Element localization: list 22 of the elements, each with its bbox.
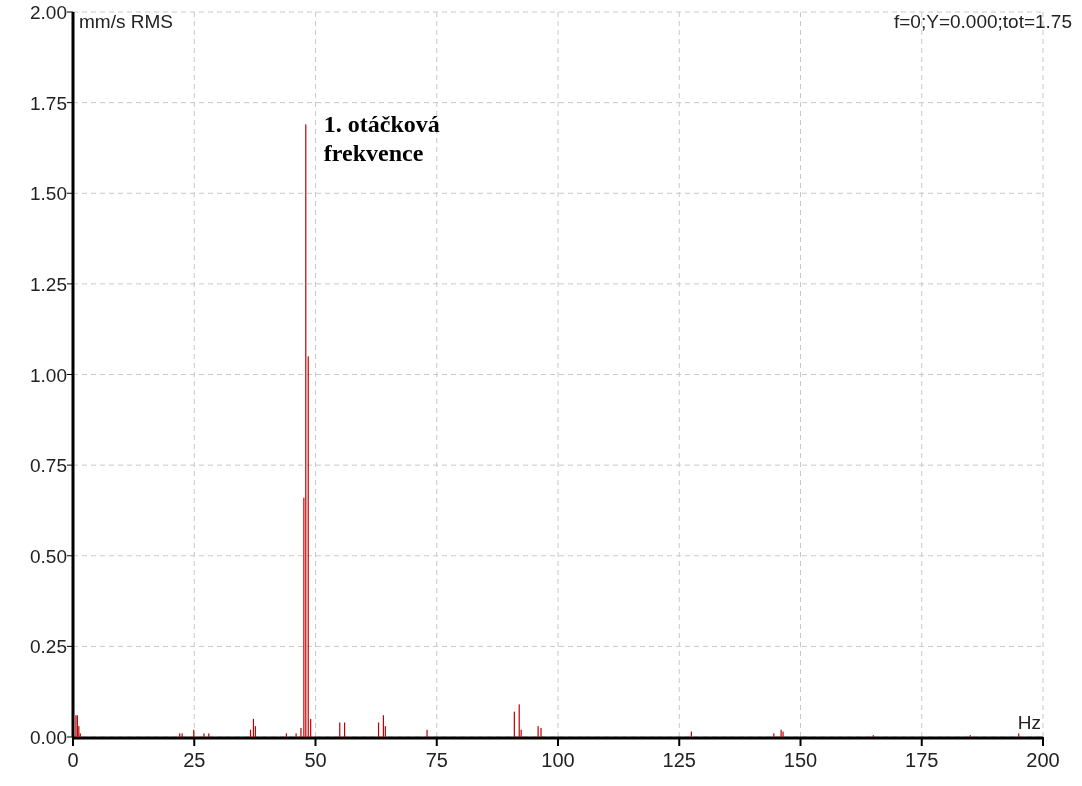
x-tick-label: 175 xyxy=(905,749,939,771)
x-tick-label: 50 xyxy=(304,749,327,771)
y-tick-label: 0.00 xyxy=(30,727,67,748)
y-tick-label: 1.25 xyxy=(30,273,67,295)
x-tick-label: 25 xyxy=(183,749,206,771)
y-tick-label: 1.50 xyxy=(30,183,67,205)
x-tick-label: 150 xyxy=(783,749,818,771)
x-tick-label: 125 xyxy=(662,749,696,771)
y-tick-label: 2.00 xyxy=(30,2,67,23)
x-tick-label: 100 xyxy=(541,749,575,771)
x-tick-label: 200 xyxy=(1026,749,1060,771)
y-tick-label: 0.25 xyxy=(30,636,67,658)
annotation: 1. otáčková frekvence xyxy=(323,111,440,167)
x-tick-label: 0 xyxy=(67,749,79,771)
y-tick-label: 0.50 xyxy=(30,545,67,567)
x-axis-title: Hz xyxy=(1017,712,1041,733)
y-tick-label: 1.75 xyxy=(30,92,67,114)
y-axis-title: mm/s RMS xyxy=(79,11,173,32)
y-tick-label: 0.75 xyxy=(30,455,67,477)
x-tick-label: 75 xyxy=(425,749,448,771)
y-tick-label: 1.00 xyxy=(30,364,67,386)
annotation: f=0;Y=0.000;tot=1.75 xyxy=(893,11,1072,32)
